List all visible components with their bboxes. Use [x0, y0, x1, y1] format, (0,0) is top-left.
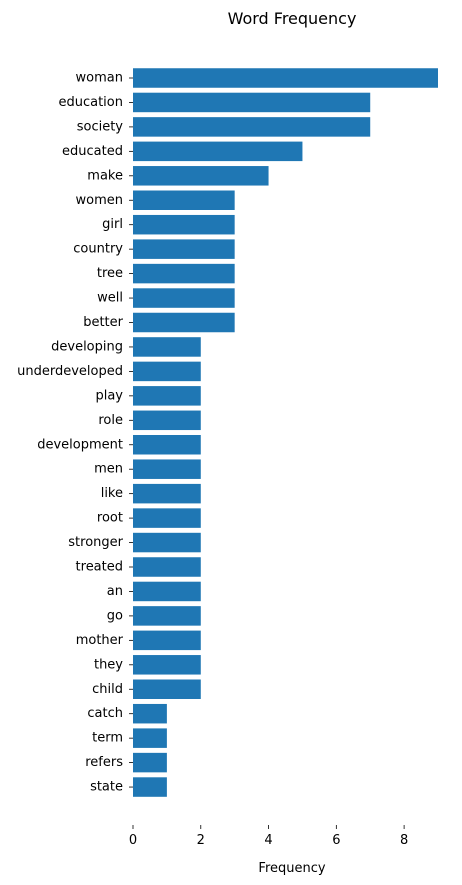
bars-group: [133, 68, 438, 797]
y-tick-label: stronger: [68, 535, 123, 550]
y-tick-label: educated: [62, 144, 123, 159]
y-tick-label: education: [58, 95, 123, 110]
y-tick-label: girl: [102, 217, 123, 232]
y-tick-label: term: [92, 731, 123, 746]
bar-term: [133, 728, 167, 748]
bar-stronger: [133, 532, 201, 553]
y-tick-label: role: [98, 413, 123, 428]
bar-women: [133, 190, 235, 210]
chart-title: Word Frequency: [228, 9, 357, 28]
bar-development: [133, 435, 201, 455]
y-tick-label: catch: [87, 706, 123, 721]
bar-education: [133, 92, 371, 113]
y-tick-label: well: [97, 291, 123, 306]
y-tick-label: mother: [76, 633, 124, 648]
x-tick-label: 4: [264, 833, 272, 848]
bar-make: [133, 166, 269, 186]
bar-go: [133, 606, 201, 626]
bar-an: [133, 581, 201, 602]
bar-catch: [133, 703, 167, 724]
y-tick-label: root: [97, 511, 123, 526]
x-axis: 0 2 4 6 8: [129, 825, 408, 848]
bar-educated: [133, 141, 303, 162]
bar-developing: [133, 337, 201, 357]
x-tick-label: 8: [400, 833, 408, 848]
y-tick-label: state: [90, 780, 123, 795]
y-tick-label: child: [92, 682, 123, 697]
bar-country: [133, 239, 235, 259]
y-tick-label: men: [94, 462, 123, 477]
y-tick-label: country: [73, 242, 123, 257]
bar-men: [133, 459, 201, 479]
y-tick-label: an: [107, 584, 123, 599]
y-tick-label: play: [95, 388, 123, 403]
y-tick-label: go: [107, 608, 123, 623]
bar-tree: [133, 263, 235, 284]
bar-treated: [133, 557, 201, 577]
y-tick-label: tree: [97, 266, 123, 281]
y-tick-label: make: [87, 168, 123, 183]
bar-underdeveloped: [133, 361, 201, 382]
bar-mother: [133, 630, 201, 651]
x-axis-label: Frequency: [258, 861, 325, 876]
y-tick-label: refers: [85, 755, 123, 770]
y-tick-label: they: [94, 657, 123, 672]
y-tick-label: society: [77, 119, 124, 134]
bar-root: [133, 508, 201, 528]
bar-woman: [133, 68, 438, 88]
bar-role: [133, 410, 201, 431]
bar-girl: [133, 214, 235, 235]
bar-well: [133, 288, 235, 308]
bar-like: [133, 483, 201, 504]
y-tick-labels: woman education society educated make women gi…: [17, 71, 133, 795]
y-tick-label: underdeveloped: [17, 364, 123, 379]
bar-play: [133, 386, 201, 406]
bar-society: [133, 117, 371, 137]
x-tick-label: 0: [129, 833, 137, 848]
bar-state: [133, 777, 167, 797]
y-tick-label: developing: [51, 339, 123, 354]
bar-child: [133, 679, 201, 699]
y-tick-label: development: [37, 437, 123, 452]
y-tick-label: like: [101, 486, 123, 501]
y-tick-label: treated: [76, 560, 123, 575]
x-tick-label: 2: [197, 833, 205, 848]
y-tick-label: woman: [76, 71, 123, 86]
bar-they: [133, 655, 201, 675]
x-tick-label: 6: [332, 833, 340, 848]
y-tick-label: better: [83, 315, 123, 330]
y-tick-label: women: [76, 193, 124, 208]
bar-refers: [133, 752, 167, 773]
bar-better: [133, 312, 235, 333]
